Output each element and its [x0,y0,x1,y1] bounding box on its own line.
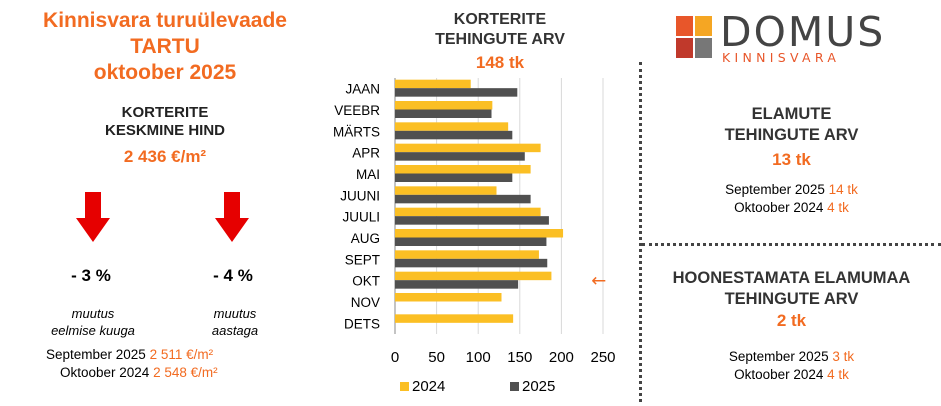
change-year-value: - 4 % [213,266,253,285]
land-comparison-1-value: 3 tk [832,349,855,364]
bar-2025 [395,173,513,182]
logo-tagline: KINNISVARA [722,50,841,65]
x-tick-label: 250 [590,349,615,366]
category-label: JUUNI [340,188,380,203]
bar-2025 [395,216,549,225]
bar-2024 [395,186,497,195]
change-month-label: muutus eelmise kuuga [13,305,173,339]
category-label: JAAN [345,82,380,97]
land-deals-heading: HOONESTAMATA ELAMUMAA TEHINGUTE ARV [642,268,941,310]
down-arrow-icon [76,192,110,242]
legend-swatch [400,382,409,391]
chart-title-line1: KORTERITE [453,11,547,28]
report-title-line3: oktoober 2025 [93,61,237,84]
land-comparison-2-value: 4 tk [827,367,849,382]
report-title: Kinnisvara turuülevaade TARTU oktoober 2… [0,8,330,86]
bar-2024 [395,122,509,131]
category-label: AUG [351,231,380,246]
bar-2025 [395,109,492,118]
bar-2024 [395,143,541,153]
houses-deals-value: 13 tk [772,150,811,169]
houses-comparison-2: Oktoober 2024 4 tk [642,199,941,217]
pointer-arrow-icon: ← [591,271,606,292]
avg-price-heading-line2: KESKMINE HIND [104,122,225,139]
bar-2025 [395,88,518,97]
houses-comparison-1-label: September 2025 [725,182,825,197]
down-arrow-icon [215,192,249,242]
bar-2024 [395,207,541,217]
land-comparison-2-label: Oktoober 2024 [734,367,824,382]
legend-swatch [510,382,519,391]
bar-2024 [395,101,493,110]
category-label: OKT [352,274,380,289]
x-tick-label: 50 [428,349,445,366]
change-year-label-line2: aastaga [211,323,259,338]
price-comparison-2: Oktoober 2024 2 548 €/m² [60,364,300,382]
houses-comparison-2-label: Oktoober 2024 [734,200,824,215]
report-title-line1: Kinnisvara turuülevaade [43,9,287,32]
bar-2025 [395,194,531,204]
chart-total: 148 tk [475,53,525,72]
price-comparison-1: September 2025 2 511 €/m² [46,346,300,364]
price-comparison-2-label: Oktoober 2024 [60,365,150,380]
houses-comparison-1-value: 14 tk [828,182,858,197]
bar-2024 [395,250,539,259]
price-comparison-1-value: 2 511 €/m² [149,347,214,362]
x-tick-label: 150 [507,349,532,366]
houses-deals-heading-line1: ELAMUTE [751,105,832,123]
vertical-divider [639,62,642,402]
bar-2025 [395,237,547,246]
houses-deals-heading: ELAMUTE TEHINGUTE ARV [642,104,941,146]
x-tick-label: 200 [549,349,574,366]
land-comparison-2: Oktoober 2024 4 tk [642,366,941,384]
land-comparison-1-label: September 2025 [728,349,829,364]
apartment-deals-chart: 0 50 100 150 200 250 JAAN VEEBR MÄRTS APR MAI JUUNI… [333,78,616,395]
legend-label: 2024 [412,378,445,395]
logo-name: DOMUS [720,8,886,56]
domus-logo-icon [676,16,712,58]
bar-2024 [395,165,531,174]
bar-2025 [395,130,513,140]
land-deals-heading-line2: TEHINGUTE ARV [724,290,859,308]
change-year-label: muutus aastaga [155,305,315,339]
category-label: NOV [351,295,380,310]
category-label: MAI [356,167,380,182]
x-tick-label: 0 [391,349,399,366]
horizontal-divider [642,243,941,246]
chart-title: KORTERITE TEHINGUTE ARV [380,10,620,50]
land-deals-value: 2 tk [776,311,807,330]
legend-label: 2025 [522,378,555,395]
category-label: MÄRTS [333,124,380,139]
bar-2024 [395,293,502,302]
houses-comparison-1: September 2025 14 tk [642,181,941,199]
bar-2024 [395,79,471,89]
category-label: VEEBR [334,103,380,118]
x-tick-label: 100 [466,349,491,366]
change-month-label-line2: eelmise kuuga [51,323,135,338]
land-comparison-1: September 2025 3 tk [642,348,941,366]
bar-2025 [395,280,519,289]
bar-2024 [395,229,564,238]
price-comparison-2-value: 2 548 €/m² [153,365,218,380]
houses-comparison-2-value: 4 tk [827,200,849,215]
land-deals-heading-line1: HOONESTAMATA ELAMUMAA [672,269,911,287]
chart-title-line2: TEHINGUTE ARV [435,31,565,48]
category-label: APR [352,146,380,161]
bar-2024 [395,314,514,323]
avg-price-heading: KORTERITE KESKMINE HIND [0,104,330,140]
bar-2024 [395,271,552,281]
houses-deals-heading-line2: TEHINGUTE ARV [724,126,859,144]
change-month-value: - 3 % [71,266,111,285]
category-label: DETS [344,316,380,331]
change-year-label-line1: muutus [213,306,257,321]
category-label: JUULI [342,210,380,225]
change-month-label-line1: muutus [71,306,115,321]
bar-2025 [395,152,525,161]
report-title-line2: TARTU [130,35,200,58]
avg-price-value: 2 436 €/m² [123,147,207,166]
price-comparison-1-label: September 2025 [46,347,146,362]
bar-2025 [395,258,548,268]
category-label: SEPT [345,252,380,267]
avg-price-heading-line1: KORTERITE [121,104,209,121]
